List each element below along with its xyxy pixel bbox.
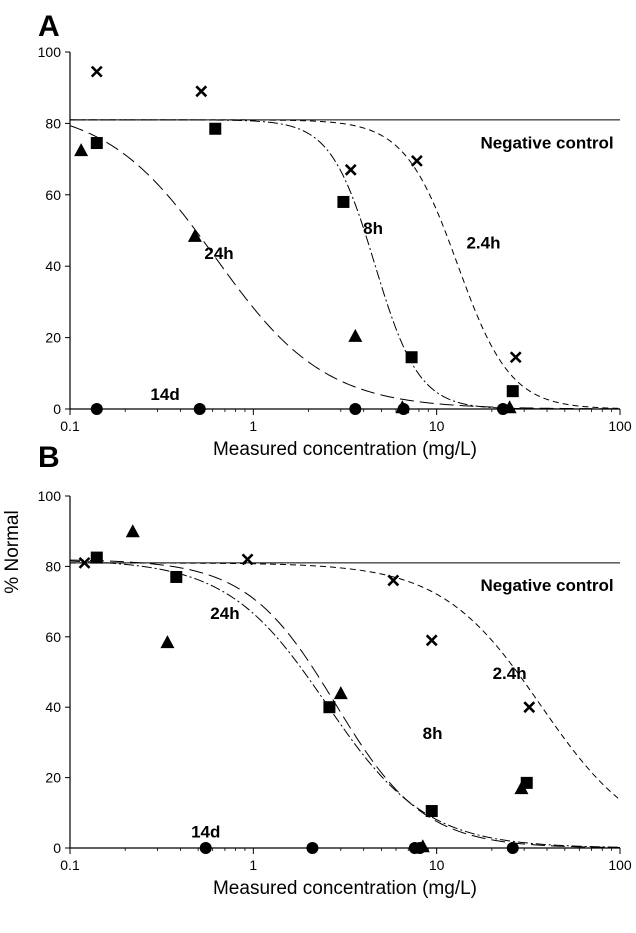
y-tick-label: 40 (45, 258, 61, 274)
y-tick-label: 0 (53, 401, 61, 417)
y-tick-label: 20 (45, 770, 61, 786)
data-point-triangle (187, 228, 202, 242)
data-point-circle (90, 403, 103, 415)
data-point-circle (199, 842, 212, 854)
data-point-circle (349, 403, 362, 415)
x-tick-label: 10 (429, 418, 445, 434)
data-point-circle (496, 403, 509, 415)
annotation-label: 24h (204, 244, 233, 263)
data-point-x (410, 154, 423, 167)
y-tick-label: 40 (45, 699, 61, 715)
x-tick-label: 0.1 (60, 857, 80, 873)
y-tick-label: 100 (38, 488, 62, 504)
y-tick-label: 100 (38, 44, 62, 60)
curve-24h (69, 125, 621, 410)
x-tick-label: 10 (429, 857, 445, 873)
annotation-label: 8h (423, 724, 443, 743)
y-tick-label: 60 (45, 629, 61, 645)
data-point-x (241, 553, 254, 566)
annotation-label: 8h (363, 219, 383, 238)
y-tick-label: 80 (45, 558, 61, 574)
y-tick-label: 0 (53, 840, 61, 856)
annotation-label: 14d (191, 822, 220, 841)
curve-24h (69, 559, 621, 849)
x-tick-label: 0.1 (60, 418, 80, 434)
data-point-x (509, 351, 522, 364)
data-point-triangle (333, 686, 348, 700)
data-point-x (425, 634, 438, 647)
panel-a: A 0 20 40 60 80 100 0.1 1 10 100 Measured concentra… (38, 10, 632, 460)
data-point-circle (193, 403, 206, 415)
data-point-x (195, 85, 208, 98)
data-point-triangle (160, 635, 175, 649)
annotation-label: 2.4h (466, 233, 500, 252)
annotation-label: 2.4h (493, 664, 527, 683)
data-point-x (90, 65, 103, 78)
data-point-square (506, 385, 519, 398)
data-point-circle (506, 842, 519, 854)
annotation-label: Negative control (480, 133, 613, 152)
data-point-square (337, 195, 350, 208)
data-point-square (405, 351, 418, 364)
data-point-x (78, 556, 91, 569)
annotation-label: Negative control (480, 576, 613, 595)
data-point-square (425, 805, 438, 818)
data-point-triangle (514, 781, 529, 795)
x-tick-label: 100 (608, 857, 632, 873)
annotation-label: 24h (210, 604, 239, 623)
x-tick-label: 1 (249, 857, 257, 873)
panel-letter: B (38, 441, 60, 474)
x-tick-label: 1 (249, 418, 257, 434)
curve-8h (70, 119, 621, 410)
panel-letter: A (38, 10, 60, 43)
data-point-circle (397, 403, 410, 415)
x-tick-label: 100 (608, 418, 632, 434)
y-axis-label: % Normal (2, 510, 23, 593)
x-axis-label: Measured concentration (mg/L) (213, 439, 477, 460)
panel-b: B 0 20 40 60 80 100 0.1 1 10 100 Measured concentra… (38, 441, 632, 899)
curve-2.4h (70, 119, 621, 409)
data-point-square (170, 570, 183, 583)
data-point-square (209, 122, 222, 135)
data-point-x (344, 163, 357, 176)
annotation-label: 14d (150, 385, 179, 404)
curve-2.4h (70, 562, 621, 801)
y-tick-label: 60 (45, 187, 61, 203)
x-axis-label: Measured concentration (mg/L) (213, 878, 477, 899)
y-tick-label: 80 (45, 115, 61, 131)
data-point-square (90, 137, 103, 150)
data-point-circle (413, 842, 426, 854)
data-point-x (523, 701, 536, 714)
data-point-circle (306, 842, 319, 854)
curve-8h (69, 560, 621, 848)
data-point-square (323, 701, 336, 714)
data-point-x (387, 574, 400, 587)
data-point-triangle (348, 328, 363, 342)
data-point-square (90, 551, 103, 564)
data-point-triangle (74, 143, 89, 157)
y-tick-label: 20 (45, 330, 61, 346)
data-point-triangle (125, 524, 140, 538)
